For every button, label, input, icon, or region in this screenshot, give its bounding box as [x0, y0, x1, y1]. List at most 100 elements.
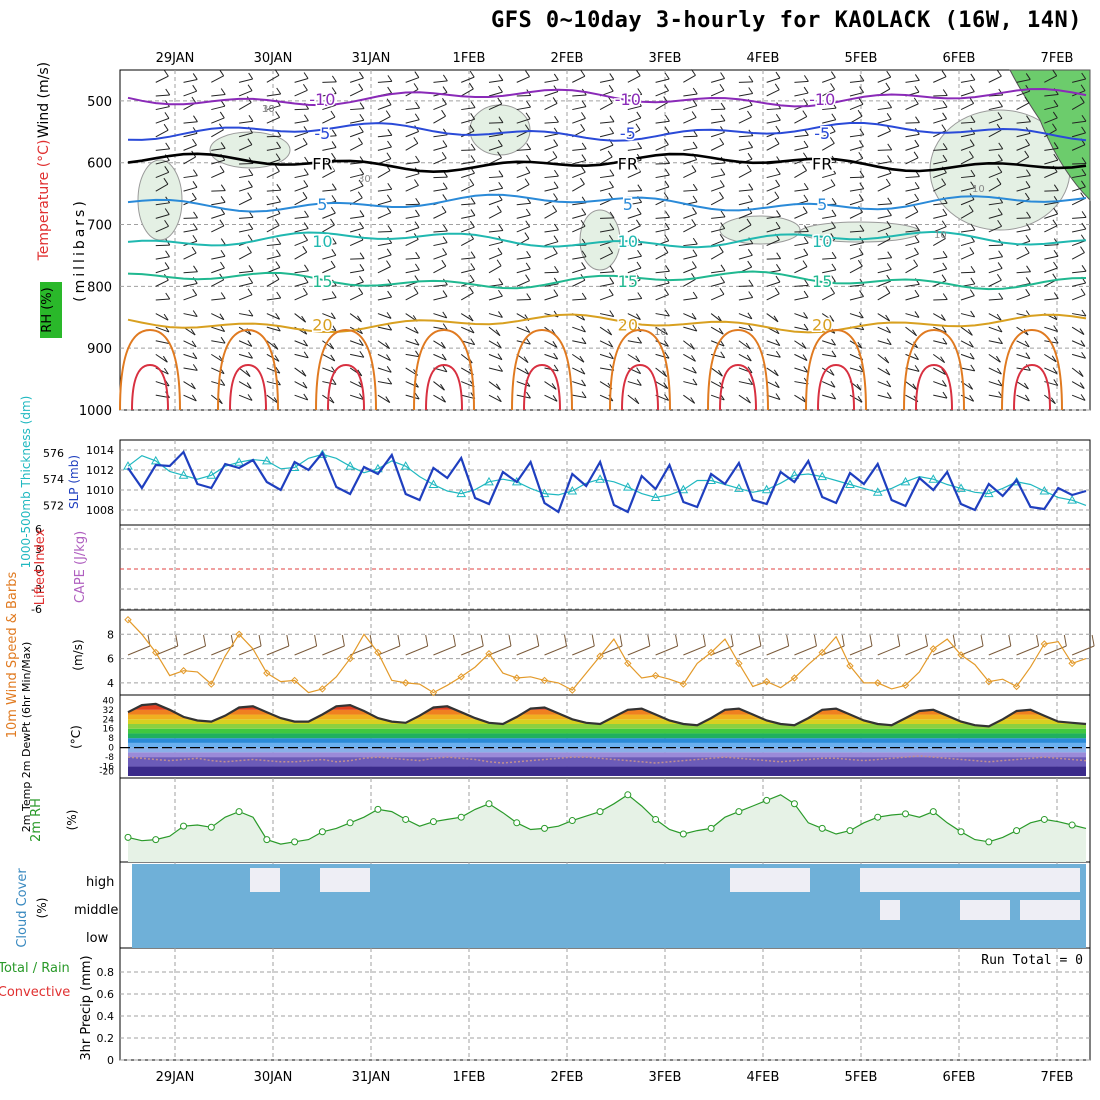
- wind-barb: [294, 251, 307, 260]
- wind-barb: [877, 238, 891, 247]
- wind-barb: [1071, 78, 1086, 83]
- wind-barb: [933, 381, 947, 387]
- wind-barb-flag: [387, 182, 393, 190]
- wind-barb-flag: [692, 195, 698, 203]
- precip-tick: 0.6: [97, 988, 115, 1001]
- wind-barb: [905, 103, 919, 111]
- wind-barb-flag: [163, 367, 169, 375]
- wind-barb-flag: [942, 100, 948, 108]
- wind10-barb-flag: [647, 634, 651, 647]
- wind10-point: [152, 648, 160, 657]
- wind-barb: [1016, 132, 1031, 138]
- wind-barb: [488, 176, 503, 179]
- wind-barb-flag: [1081, 168, 1087, 176]
- wind-barb-flag: [914, 85, 920, 93]
- rh2m-point: [263, 836, 271, 844]
- wind10-barb: [933, 645, 956, 656]
- wind-barb-flag: [581, 379, 587, 387]
- thickness-point: [761, 484, 772, 494]
- wind-barb: [377, 242, 392, 247]
- wind-barb: [849, 367, 864, 373]
- wind-barb-flag: [162, 355, 168, 363]
- cloud-gap: [1020, 900, 1080, 920]
- rh2m-point: [985, 838, 993, 846]
- wind-barb-flag: [859, 182, 865, 190]
- wind-barb-flag: [662, 370, 668, 377]
- wind-barb-flag: [192, 223, 198, 230]
- wind-barb: [433, 134, 448, 138]
- wind-barb: [266, 201, 281, 206]
- wind-barb: [405, 215, 420, 219]
- wind-barb-flag: [359, 252, 365, 259]
- wind-barb: [294, 89, 308, 97]
- wind-barb-flag: [248, 72, 254, 80]
- wind-barb-flag: [413, 327, 419, 334]
- wind-barb: [766, 239, 780, 247]
- wind10-point: [401, 679, 410, 687]
- wind-barb-flag: [245, 370, 251, 377]
- wind-barb-flag: [636, 261, 642, 269]
- wind-barb: [905, 157, 919, 165]
- wind-barb-flag: [498, 289, 503, 297]
- wind-barb-flag: [220, 238, 226, 245]
- wind-barb: [488, 187, 503, 192]
- wind-barb: [1044, 147, 1059, 151]
- wind-barb: [766, 173, 781, 179]
- wind-barb-flag: [1079, 96, 1085, 103]
- rh-contour-label: 30: [358, 174, 371, 185]
- thickness-point: [845, 479, 855, 488]
- wind-barb-flag: [831, 221, 836, 228]
- thickness-point: [650, 492, 661, 502]
- wind-barb-flag: [609, 277, 615, 284]
- wind-barb: [960, 340, 974, 348]
- wind-barb: [710, 394, 725, 401]
- wind-barb: [572, 202, 587, 206]
- wind-barb: [849, 115, 863, 124]
- wind-barb: [155, 106, 170, 111]
- wind-barb: [1071, 102, 1085, 110]
- wind-barb-flag: [608, 340, 614, 348]
- wind-barb-flag: [496, 205, 502, 213]
- wind-barb-flag: [303, 72, 309, 79]
- wind-barb-flag: [996, 367, 1002, 375]
- wind-barb-flag: [386, 366, 392, 373]
- wind-barb-flag: [803, 75, 809, 82]
- wind-barb: [1044, 244, 1059, 247]
- wind-barb-flag: [968, 383, 974, 390]
- wind-barb-flag: [331, 237, 337, 244]
- wind-barb: [766, 394, 781, 400]
- wind-barb-flag: [968, 151, 974, 158]
- wind-barb: [1016, 294, 1030, 301]
- wind-barb: [988, 256, 1003, 260]
- isotherm-label: FR: [618, 155, 638, 174]
- wind-barb: [488, 241, 503, 247]
- isotherm-10: [127, 230, 1087, 249]
- wind-barb-flag: [470, 263, 476, 270]
- wind-barb: [1044, 267, 1058, 274]
- wind-barb: [544, 79, 559, 83]
- wind-barb-flag: [387, 290, 393, 298]
- wind-barb-flag: [442, 140, 448, 147]
- wind-barb: [1071, 198, 1085, 206]
- wind-barb-flag: [330, 218, 335, 226]
- wind-barb: [405, 227, 420, 233]
- wind-barb: [377, 80, 392, 83]
- wind-barb: [766, 215, 781, 219]
- wind-barb-flag: [664, 222, 670, 230]
- wind-barb: [1071, 353, 1086, 359]
- wind-barb-flag: [637, 184, 643, 191]
- wind-barb-flag: [747, 366, 753, 374]
- wind-barb-flag: [468, 314, 474, 322]
- wind10-barb: [544, 645, 567, 656]
- wind-barb: [1044, 201, 1059, 206]
- wind-barb-flag: [858, 248, 864, 255]
- wind-barb-flag: [968, 341, 974, 348]
- wind-barb-flag: [274, 355, 280, 362]
- temp-band: [128, 733, 1086, 739]
- wind-barb: [960, 199, 975, 206]
- wind-barb-flag: [469, 70, 475, 78]
- wind-barb: [544, 199, 558, 206]
- wind-barb-flag: [830, 179, 836, 186]
- wind-barb: [461, 214, 476, 219]
- wind-barb-flag: [525, 208, 531, 216]
